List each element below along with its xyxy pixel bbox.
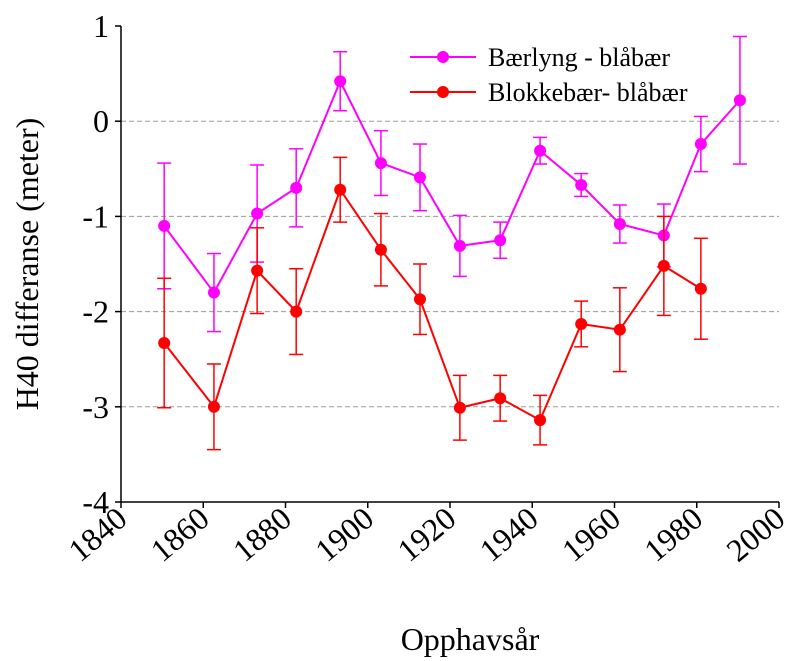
x-tick-label: 1860 (144, 500, 216, 569)
series (157, 156, 708, 451)
x-tick-label: 1840 (61, 500, 133, 569)
x-tick-label: 1980 (637, 500, 709, 569)
marker (575, 178, 588, 191)
marker (494, 234, 507, 247)
marker (613, 218, 626, 231)
marker (575, 317, 588, 330)
marker (251, 264, 264, 277)
marker (334, 75, 347, 88)
y-axis-label: H40 differanse (meter) (9, 118, 45, 411)
marker (534, 144, 547, 157)
marker (657, 259, 670, 272)
series (157, 35, 747, 333)
marker (334, 183, 347, 196)
series-line (163, 187, 702, 422)
marker (207, 400, 220, 413)
marker (453, 239, 466, 252)
marker (413, 171, 426, 184)
y-tick-label: -1 (82, 198, 109, 234)
marker (251, 207, 264, 220)
x-tick-label: 1900 (308, 500, 380, 569)
x-tick-label: 1880 (226, 500, 298, 569)
y-tick-label: -4 (82, 484, 109, 520)
x-tick-label: 1960 (555, 500, 627, 569)
marker (290, 181, 303, 194)
marker (413, 293, 426, 306)
marker (694, 138, 707, 151)
legend-marker (437, 51, 449, 63)
legend-label: Blokkebær- blåbær (488, 78, 688, 107)
x-tick-label: 1920 (390, 500, 462, 569)
marker (374, 243, 387, 256)
y-tick-label: -2 (82, 294, 109, 330)
marker (613, 323, 626, 336)
marker (374, 157, 387, 170)
marker (534, 414, 547, 427)
legend-marker (437, 86, 449, 98)
x-tick-label: 2000 (719, 500, 785, 569)
y-tick-label: 0 (93, 103, 109, 139)
marker (158, 219, 171, 232)
x-tick-label: 1940 (473, 500, 545, 569)
marker (290, 305, 303, 318)
marker (494, 392, 507, 405)
marker (733, 94, 746, 107)
marker (694, 282, 707, 295)
marker (158, 337, 171, 350)
marker (207, 286, 220, 299)
legend-label: Bærlyng - blåbær (488, 43, 670, 72)
marker (453, 401, 466, 414)
y-tick-label: -3 (82, 389, 109, 425)
y-tick-label: 1 (93, 8, 109, 44)
x-axis-label: Opphavsår (401, 621, 540, 657)
series-line (163, 78, 741, 295)
